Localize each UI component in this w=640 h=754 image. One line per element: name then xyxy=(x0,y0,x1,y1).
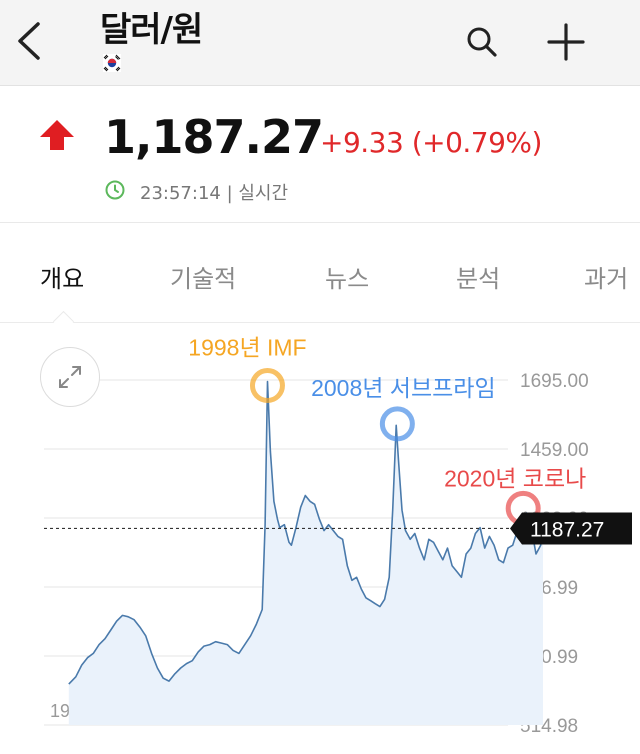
update-time: 23:57:14 | 실시간 xyxy=(140,183,289,204)
price-line xyxy=(68,380,544,685)
annotation-label: 1998년 IMF xyxy=(188,335,306,361)
tab-bar-border xyxy=(0,322,640,323)
annotation-label: 2008년 서브프라임 xyxy=(311,375,496,401)
tab-news[interactable]: 뉴스 xyxy=(325,265,370,293)
price-area-fill xyxy=(68,381,544,725)
tab-history[interactable]: 과거 xyxy=(584,265,629,293)
chevron-left-icon xyxy=(18,22,40,60)
tab-bar: 개요 기술적 뉴스 분석 과거 xyxy=(0,223,640,323)
annotation-label: 2020년 코로나 xyxy=(444,465,586,491)
search-button[interactable] xyxy=(462,22,502,62)
y-tick-label: 1459.00 xyxy=(520,440,589,461)
search-icon xyxy=(467,27,497,57)
current-price-tag xyxy=(510,512,632,545)
price-change: +9.33 (+0.79%) xyxy=(320,126,542,159)
tab-overview[interactable]: 개요 xyxy=(40,265,85,293)
expand-icon xyxy=(59,366,81,388)
back-button[interactable] xyxy=(10,18,50,64)
tab-analysis[interactable]: 분석 xyxy=(456,265,501,293)
current-price: 1,187.27 xyxy=(104,110,324,164)
plus-icon xyxy=(547,23,585,61)
add-button[interactable] xyxy=(544,20,588,64)
chart-svg: 1695.001459.001223.00986.99750.99514.98 … xyxy=(44,335,632,737)
page-title: 달러/원 xyxy=(100,10,203,50)
annotation-marker xyxy=(379,406,415,442)
divider xyxy=(0,222,640,223)
app-header: 달러/원 xyxy=(0,0,640,86)
quote-summary: 1,187.27 +9.33 (+0.79%) 23:57:14 | 실시간 xyxy=(0,86,640,222)
annotation-marker xyxy=(249,368,285,404)
current-price-label: 1187.27 xyxy=(530,518,604,541)
y-tick-label: 1695.00 xyxy=(520,371,589,392)
tab-technical[interactable]: 기술적 xyxy=(170,265,237,293)
price-chart: 1695.001459.001223.00986.99750.99514.98 … xyxy=(0,323,640,750)
korea-flag-icon xyxy=(103,54,121,72)
expand-chart-button[interactable] xyxy=(40,347,100,407)
clock-icon xyxy=(105,180,125,200)
up-arrow-icon xyxy=(40,120,74,150)
